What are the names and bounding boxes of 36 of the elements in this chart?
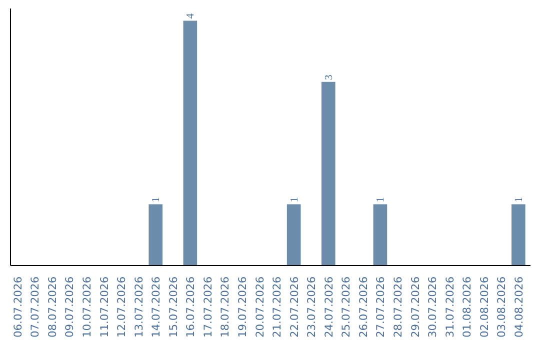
x-tick-label: 27.07.2026 [374,276,388,338]
x-tick-label: 22.07.2026 [288,276,301,338]
x-tick-label: 23.07.2026 [305,276,318,338]
x-tick-label: 12.07.2026 [115,276,128,338]
x-tick-label: 25.07.2026 [340,276,353,338]
data-label: 1 [376,196,387,202]
x-tick-label: 28.07.2026 [391,276,404,338]
x-tick-label: 15.07.2026 [166,276,180,338]
x-tick-label: 26.07.2026 [356,276,370,338]
x-tick-label: 01.08.2026 [460,276,474,338]
data-label: 1 [289,196,300,202]
x-tick-label: 19.07.2026 [236,276,249,338]
data-label: 1 [151,196,162,202]
x-tick-label: 02.08.2026 [478,276,491,338]
x-tick-label: 14.07.2026 [150,276,163,338]
x-tick-label: 17.07.2026 [201,276,214,338]
x-tick-label: 04.08.2026 [512,276,526,338]
x-tick-label: 11.07.2026 [98,276,111,338]
x-tick-label: 31.07.2026 [443,276,456,338]
x-tick-label: 07.07.2026 [28,276,42,338]
x-tick-label: 30.07.2026 [426,276,440,338]
x-tick-label: 20.07.2026 [253,276,266,338]
data-label: 4 [186,12,197,19]
x-tick-label: 29.07.2026 [408,276,422,338]
x-tick-label: 08.07.2026 [46,276,59,338]
data-label: 3 [324,74,335,80]
x-tick-label: 10.07.2026 [80,276,94,338]
data-label: 1 [514,196,525,202]
x-tick-label: 09.07.2026 [63,276,76,338]
x-tick-label: 18.07.2026 [218,276,232,338]
x-tick-label: 24.07.2026 [322,276,336,338]
x-tick-label: 06.07.2026 [11,276,24,338]
x-tick-label: 16.07.2026 [184,276,198,338]
x-tick-label: 13.07.2026 [132,276,146,338]
x-tick-label: 21.07.2026 [270,276,284,338]
x-tick-label: 03.08.2026 [495,276,508,338]
